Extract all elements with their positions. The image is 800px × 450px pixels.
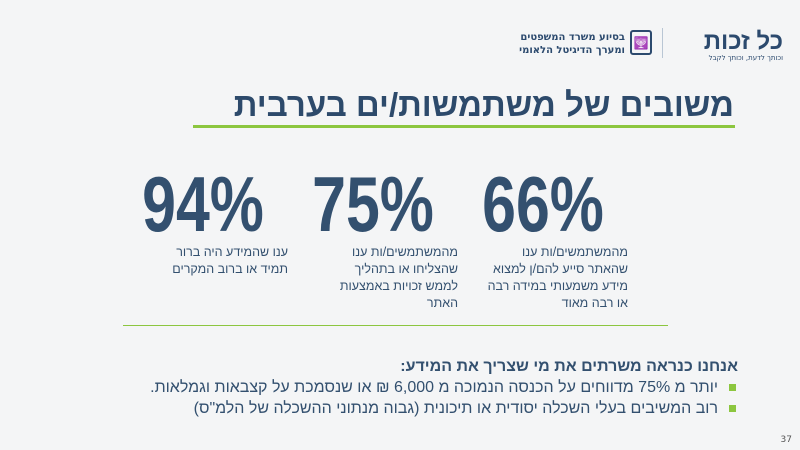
summary-bullet: יותר מ 75% מדווחים על הכנסה הנמוכה מ 6,0… <box>58 377 738 398</box>
partner-text: בסיוע משרד המשפטים ומערך הדיגיטל הלאומי <box>480 31 625 57</box>
summary: אנחנו כנראה משרתים את מי שצריך את המידע:… <box>58 356 738 419</box>
stat-block: 75% מהמשתמשים/ות ענו שהצליחו או בתהליך לממ… <box>288 165 458 312</box>
bullet-square-icon <box>729 405 736 412</box>
bullet-square-icon <box>729 384 736 391</box>
page-number: 37 <box>780 435 792 445</box>
partner-line: בסיוע משרד המשפטים <box>520 32 625 43</box>
summary-heading: אנחנו כנראה משרתים את מי שצריך את המידע: <box>400 358 738 375</box>
stat-description: ענו שהמידע היה ברור תמיד או ברוב המקרים <box>172 245 288 276</box>
page-title: משובים של משתמשות/ים בערבית <box>233 86 734 123</box>
header-divider <box>662 28 663 58</box>
kol-zchut-logo: כל זכות וכותך לדעת, וכותך לקבל <box>668 30 783 63</box>
logo-tagline: וכותך לדעת, וכותך לקבל <box>708 54 783 62</box>
section-separator <box>123 325 668 326</box>
partner-line: ומערך הדיגיטל הלאומי <box>519 45 625 56</box>
stat-value: 94% <box>142 160 264 248</box>
stat-value: 66% <box>482 160 604 248</box>
stat-description: מהמשתמשים/ות ענו שהצליחו או בתהליך לממש זכ… <box>339 245 458 310</box>
logo-text: כל זכות <box>703 28 783 55</box>
stat-block: 66% מהמשתמשים/ות ענו שהאתר סייע להם/ן למצ… <box>458 165 628 312</box>
summary-bullet: רוב המשיבים בעלי השכלה יסודית או תיכונית… <box>58 398 738 419</box>
stat-value: 75% <box>312 160 434 248</box>
stat-description: מהמשתמשים/ות ענו שהאתר סייע להם/ן למצוא מי… <box>487 245 628 310</box>
title-underline <box>193 125 735 128</box>
state-emblem-icon: 🕎 <box>630 30 652 55</box>
stat-block: 94% ענו שהמידע היה ברור תמיד או ברוב המקר… <box>118 165 288 278</box>
